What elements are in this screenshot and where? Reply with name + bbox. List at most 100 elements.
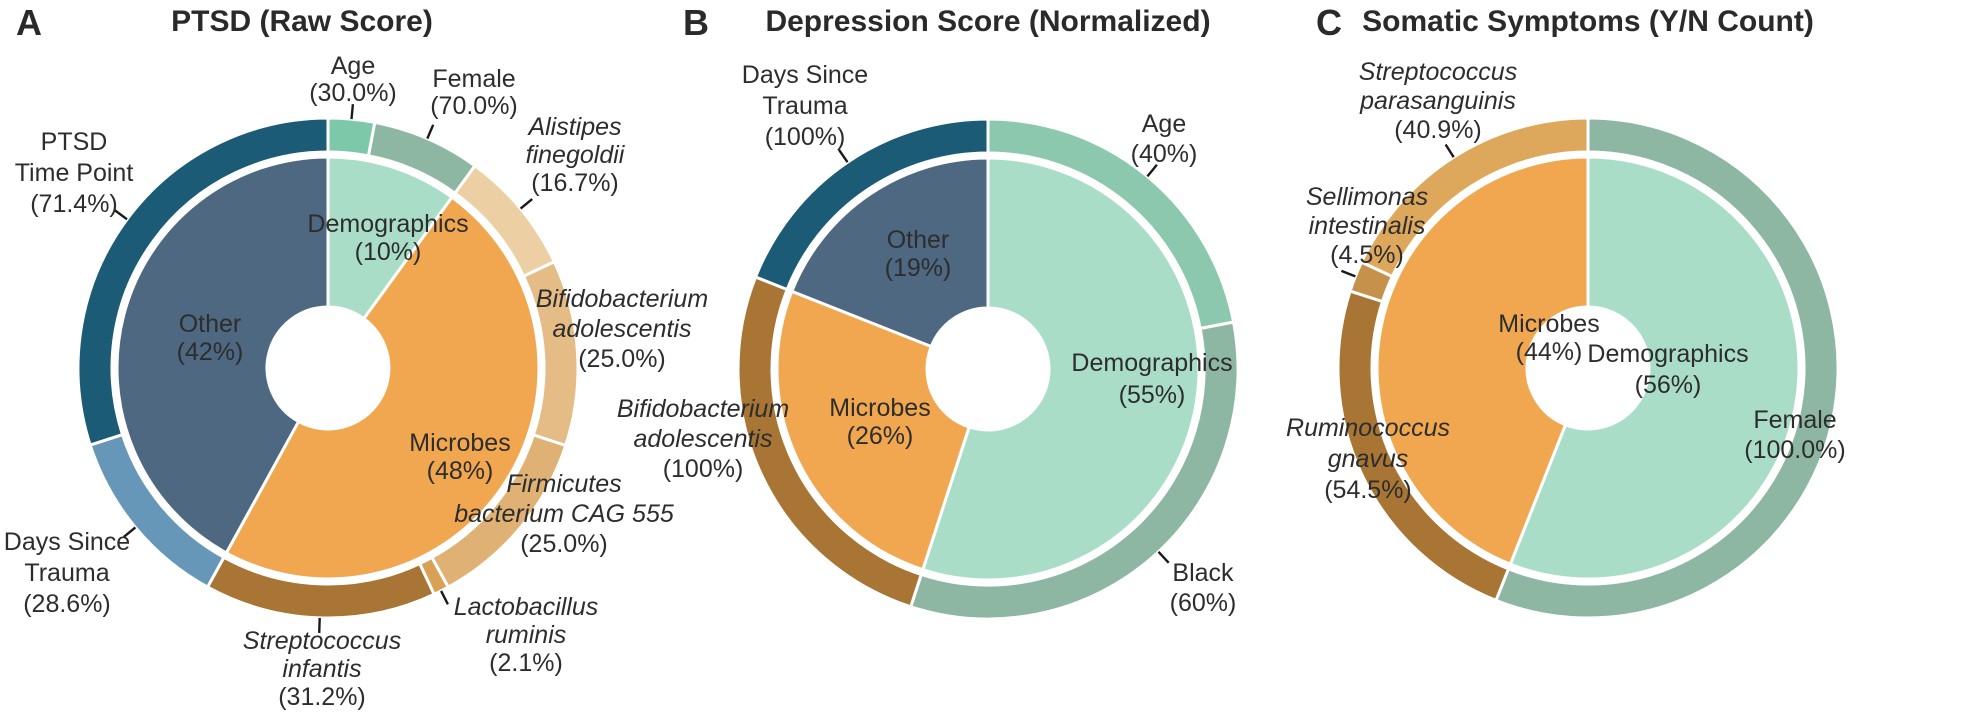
outer-label-female: Female(70.0%) <box>430 65 518 120</box>
leader-line-days-since <box>838 149 849 163</box>
label-line: Streptococcus <box>1359 58 1517 86</box>
label-line: (30.0%) <box>309 79 397 107</box>
segment-b-inner-other <box>790 156 990 349</box>
label-line: (55%) <box>1119 381 1186 409</box>
label-line: Trauma <box>24 559 109 587</box>
outer-label-age: Age(40%) <box>1131 110 1198 168</box>
label-line: (26%) <box>847 422 914 450</box>
panel-letter-b: B <box>683 2 709 43</box>
segment-b-inner-demographics <box>921 156 1201 582</box>
panel-title-a: PTSD (Raw Score) <box>171 5 433 38</box>
label-line: (10%) <box>355 238 422 266</box>
label-line: (31.2%) <box>278 683 366 711</box>
label-line: Other <box>887 226 950 254</box>
label-line: (44%) <box>1516 338 1583 366</box>
outer-label-black: Black(60%) <box>1170 559 1237 617</box>
segment-b-outer-days-since-trauma <box>754 117 990 291</box>
label-line: (56%) <box>1635 371 1702 399</box>
sunburst-panel-a: Demographics(10%) Microbes(48%) Other(42%)… <box>4 52 708 711</box>
segment-b-inner-microbes <box>775 289 971 572</box>
panel-letter-c: C <box>1316 2 1342 43</box>
label-line: adolescentis <box>553 315 692 343</box>
label-line: Alistipes <box>526 113 621 141</box>
label-line: (40%) <box>1131 140 1198 168</box>
inner-label-microbes: Microbes(48%) <box>409 429 510 485</box>
label-line: (42%) <box>177 338 244 366</box>
panel-title-b: Depression Score (Normalized) <box>765 5 1211 38</box>
outer-label-ptsd: PTSD Time Point (71.4%) <box>15 128 134 218</box>
label-line: infantis <box>282 655 361 683</box>
label-line: Other <box>179 310 242 338</box>
label-line: Demographics <box>307 210 468 238</box>
leader-line-streptococcus <box>318 617 321 633</box>
label-line: Female <box>432 65 515 93</box>
label-line: Age <box>1142 110 1186 138</box>
inner-label-other: Other(19%) <box>885 226 952 282</box>
label-line: Female <box>1753 406 1836 434</box>
label-line: (70.0%) <box>430 92 518 120</box>
label-line: (60%) <box>1170 589 1237 617</box>
segment-a-inner-microbes <box>224 195 541 581</box>
segment-c-inner-demographics <box>1508 155 1801 581</box>
segment-a-outer-age <box>326 116 377 158</box>
label-line: Days Since <box>4 528 130 556</box>
label-line: Days Since <box>742 61 868 89</box>
label-line: (48%) <box>427 457 494 485</box>
leader-line-sellimonas <box>1340 269 1356 278</box>
label-line: Age <box>331 52 375 80</box>
label-line: (100%) <box>663 455 744 483</box>
leader-line-age <box>1146 164 1158 178</box>
leader-line-ptsd <box>114 209 128 221</box>
inner-label-demographics: Demographics (55%) <box>1071 349 1232 409</box>
outer-label-ruminococcus: Ruminococcus gnavus (54.5%) <box>1286 414 1450 504</box>
outer-label-female: Female(100.0%) <box>1744 406 1845 464</box>
label-line: (16.7%) <box>531 169 619 197</box>
label-line: Sellimonas <box>1306 183 1428 211</box>
label-line: (25.0%) <box>520 530 608 558</box>
outer-label-age: Age(30.0%) <box>309 52 397 107</box>
leader-line-black <box>1157 550 1170 564</box>
outer-label-days-since: Days Since Trauma (100%) <box>742 61 868 151</box>
inner-label-demographics: Demographics(10%) <box>307 210 468 266</box>
label-line: Streptococcus <box>243 627 401 655</box>
leader-line-days-since <box>123 526 137 538</box>
leader-line-alistipes <box>519 198 533 210</box>
label-line: bacterium CAG 555 <box>454 500 674 528</box>
segment-a-inner-demographics <box>326 155 454 321</box>
label-line: Bifidobacterium <box>617 395 789 423</box>
inner-label-other: Other(42%) <box>177 310 244 366</box>
label-line: (100.0%) <box>1744 436 1845 464</box>
label-line: Microbes <box>829 394 930 422</box>
label-line: ruminis <box>486 621 567 649</box>
label-line: (4.5%) <box>1330 241 1404 269</box>
label-line: Microbes <box>409 429 510 457</box>
leader-line-lactobacillus <box>440 590 449 605</box>
inner-label-demographics: Demographics (56%) <box>1587 340 1748 399</box>
segment-c-inner-microbes <box>1375 155 1590 566</box>
label-line: intestinalis <box>1309 212 1426 240</box>
label-line: adolescentis <box>634 425 773 453</box>
label-line: finegoldii <box>526 141 626 169</box>
label-line: (71.4%) <box>30 190 118 218</box>
label-line: (25.0%) <box>578 345 666 373</box>
sunburst-panel-c: Demographics (56%) Microbes(44%) Streptococ… <box>1286 58 1846 620</box>
label-line: Lactobacillus <box>454 593 599 621</box>
label-line: parasanguinis <box>1359 87 1516 115</box>
inner-label-microbes: Microbes(44%) <box>1498 310 1599 366</box>
label-line: (100%) <box>765 123 846 151</box>
label-line: (28.6%) <box>23 590 111 618</box>
outer-label-days-since: Days Since Trauma (28.6%) <box>4 528 130 618</box>
sunburst-panel-b: Demographics (55%) Microbes(26%) Other(19%)… <box>617 61 1240 621</box>
label-line: (19%) <box>885 254 952 282</box>
leader-line-streptococcus <box>1444 143 1455 158</box>
segment-a-outer-ptsd-time-point <box>76 116 330 447</box>
